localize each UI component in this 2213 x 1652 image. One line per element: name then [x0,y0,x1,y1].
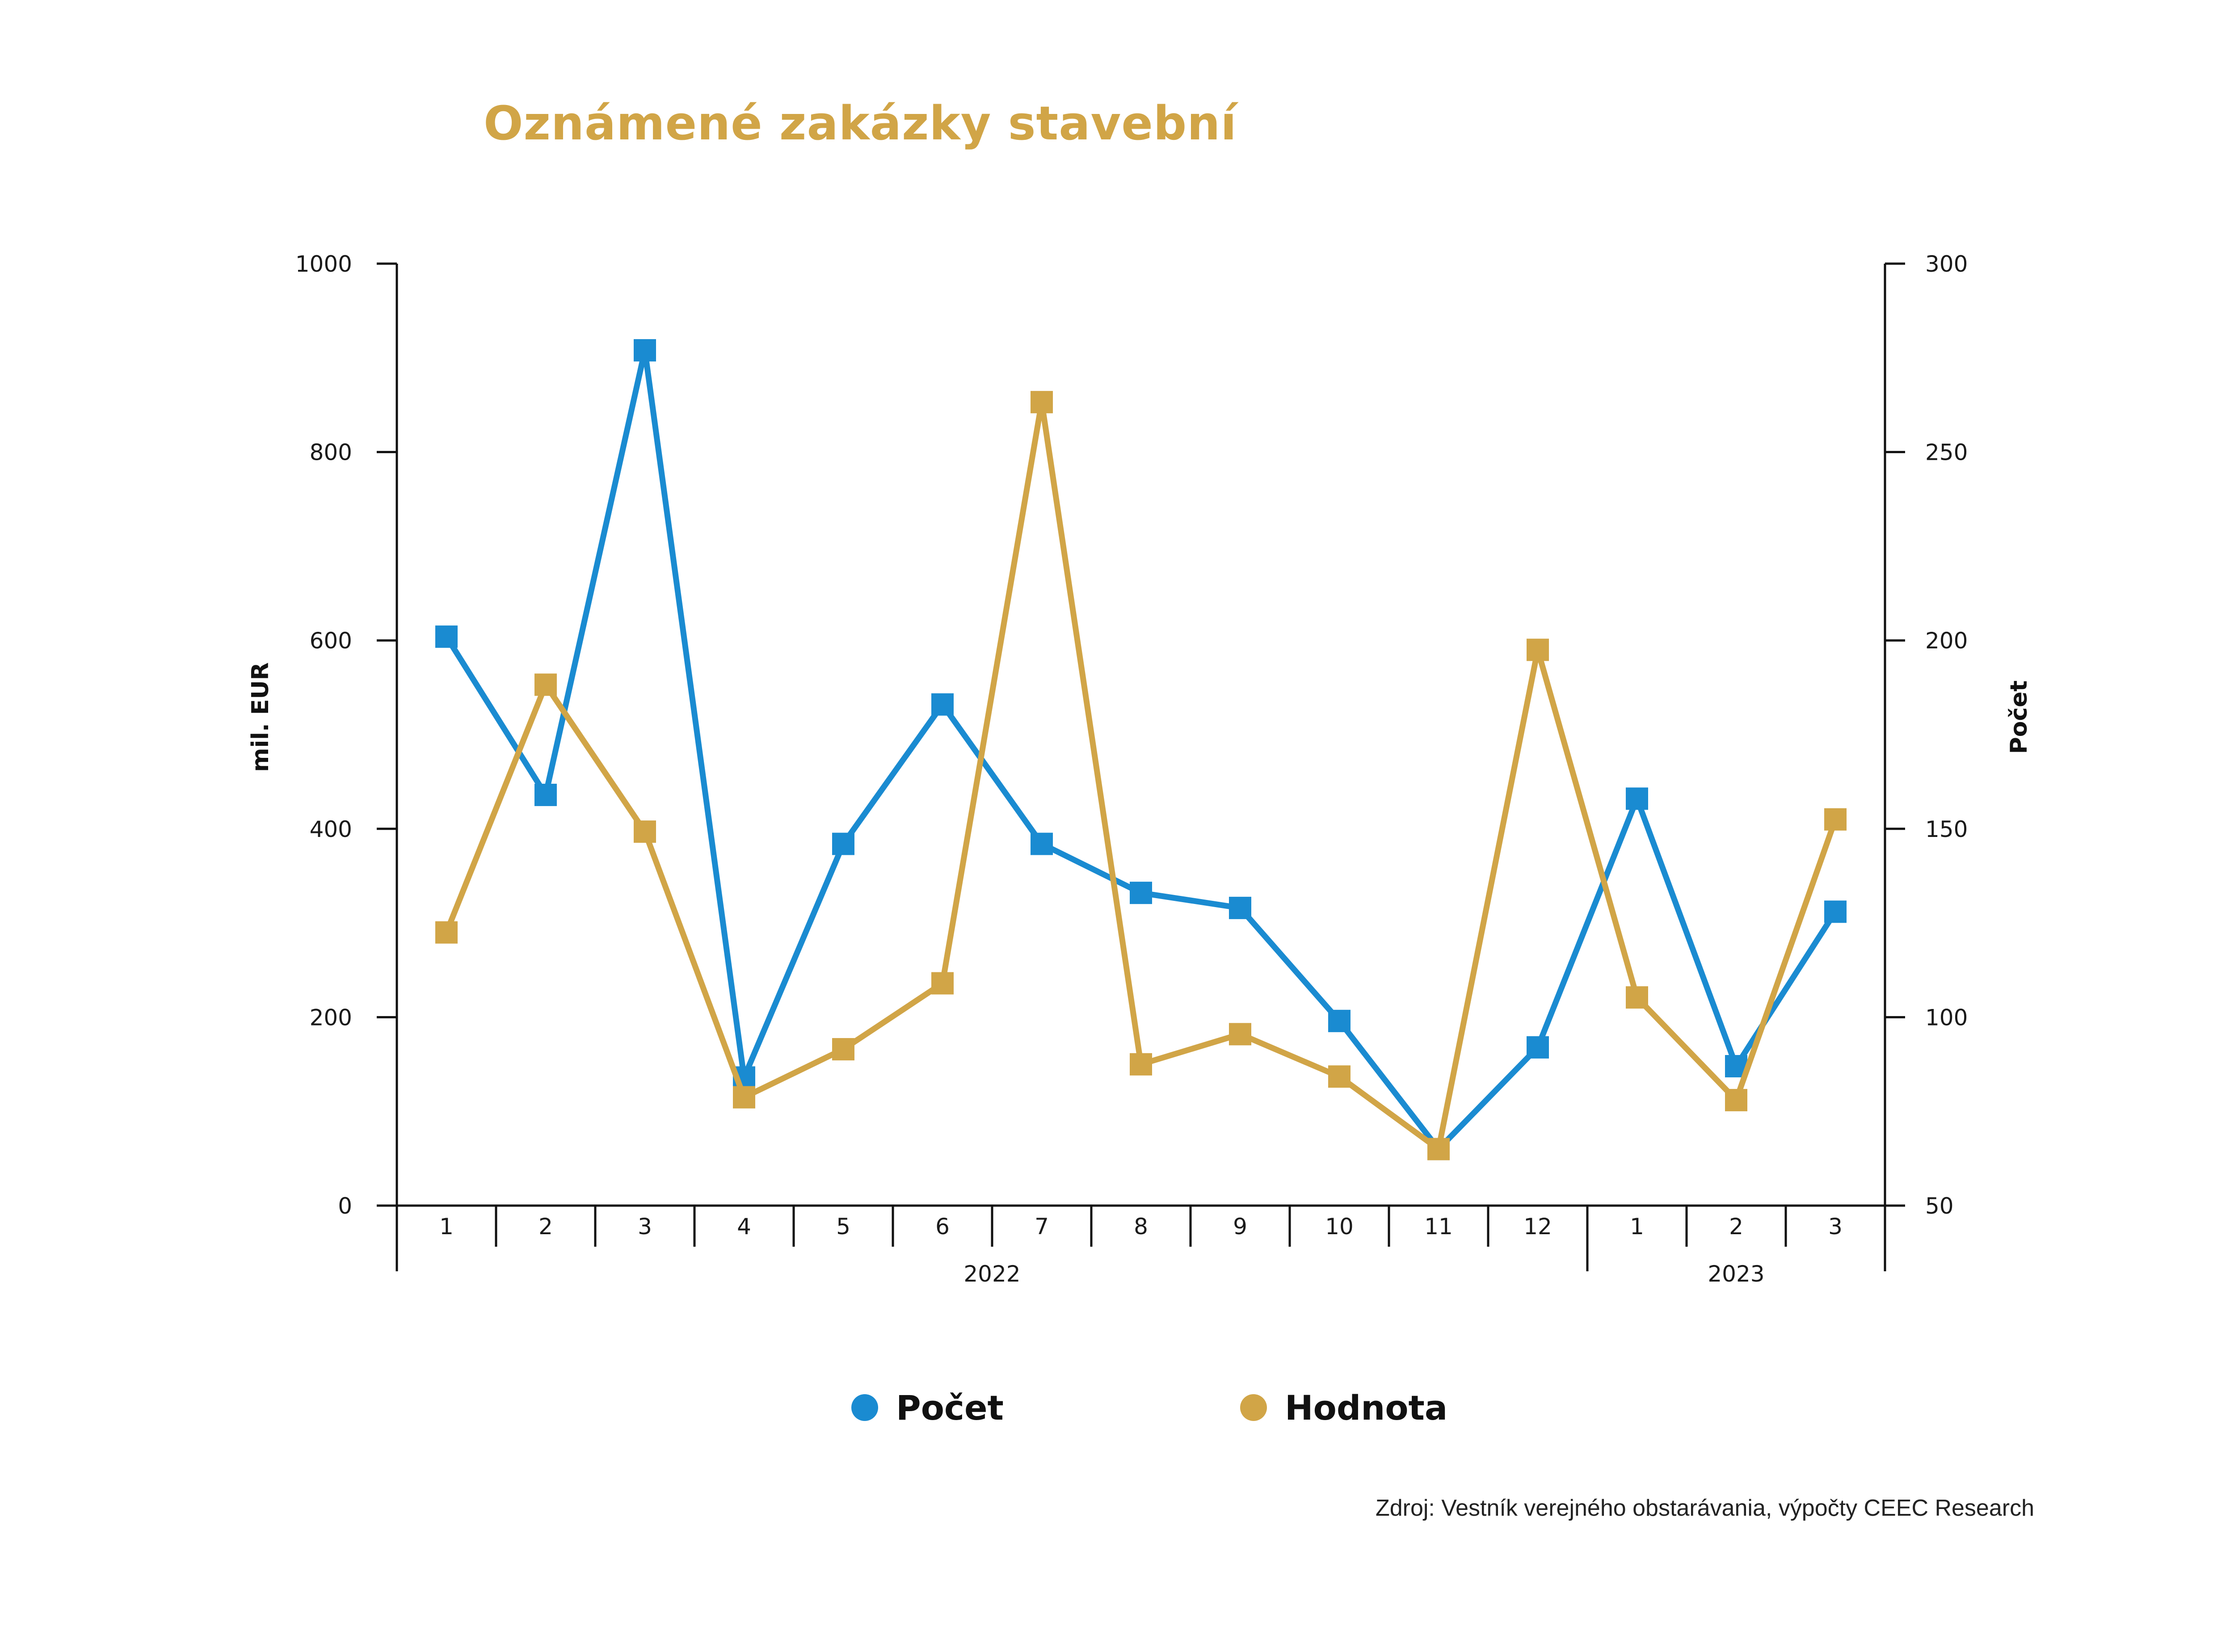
data-point [1229,896,1251,919]
y-left-tick-label: 400 [310,816,352,842]
y-right-tick-label: 300 [1925,251,1968,277]
data-point [1031,391,1053,413]
data-point [832,1038,854,1061]
data-point [1527,1036,1549,1059]
data-point [931,972,954,995]
data-point [534,783,557,806]
data-point [1725,1089,1747,1111]
data-point [1824,808,1847,831]
x-tick-label: 1 [439,1214,454,1240]
x-tick-label: 7 [1035,1214,1049,1240]
x-tick-label: 2 [1729,1214,1743,1240]
data-point [1626,787,1648,810]
x-tick-label: 8 [1134,1214,1148,1240]
y-right-tick-label: 100 [1925,1005,1968,1030]
x-year-label: 2023 [1708,1261,1764,1287]
legend-item-pocet: Počet [851,1381,1004,1434]
legend-label-hodnota: Hodnota [1285,1387,1448,1428]
x-tick-label: 12 [1523,1214,1552,1240]
legend: Počet Hodnota [0,1381,1721,1434]
y-left-tick-label: 0 [338,1193,352,1219]
x-tick-label: 3 [638,1214,652,1240]
x-tick-label: 10 [1325,1214,1354,1240]
series-pocet [435,339,1847,1160]
data-point [634,820,656,843]
x-tick-label: 2 [539,1214,553,1240]
data-point [435,625,458,648]
x-tick-label: 9 [1233,1214,1247,1240]
series-line [444,347,1838,1152]
x-tick-label: 6 [935,1214,950,1240]
data-point [1824,900,1847,923]
legend-label-pocet: Počet [896,1387,1004,1428]
y-right-tick-label: 250 [1925,440,1968,466]
x-year-label: 2022 [963,1261,1020,1287]
chart-title: Oznámené zakázky stavební [484,96,1237,151]
data-point [832,832,854,855]
data-point [733,1086,755,1109]
data-point [931,693,954,716]
x-tick-label: 11 [1424,1214,1453,1240]
x-tick-label: 4 [737,1214,751,1240]
data-point [1328,1009,1351,1032]
y-left-tick-label: 200 [310,1005,352,1030]
y-right-tick-label: 50 [1925,1193,1954,1219]
data-point [1527,639,1549,661]
series-line [443,399,1839,1152]
data-point [1130,882,1152,904]
data-point [1626,986,1648,1009]
legend-marker-pocet [851,1394,878,1421]
source-note: Zdroj: Vestník verejného obstarávania, v… [1375,1495,2034,1521]
x-tick-label: 5 [836,1214,850,1240]
data-point [1229,1023,1251,1046]
y-left-tick-label: 1000 [295,251,352,277]
data-point [1031,832,1053,855]
data-point [1130,1053,1152,1076]
y-right-tick-label: 150 [1925,816,1968,842]
y-left-tick-label: 800 [310,440,352,466]
series-layer [435,339,1847,1160]
y-left-tick-label: 600 [310,628,352,654]
legend-item-hodnota: Hodnota [1240,1381,1447,1434]
data-point [634,339,656,362]
x-tick-label: 1 [1630,1214,1644,1240]
y-right-tick-label: 200 [1925,628,1968,654]
data-point [1328,1065,1351,1088]
data-point [1427,1138,1450,1160]
legend-marker-hodnota [1240,1394,1267,1421]
data-point [534,673,557,696]
x-tick-label: 3 [1828,1214,1843,1240]
y-axis-right-title: Počet [2006,681,2032,754]
series-hodnota [435,391,1847,1160]
y-axis-left-title: mil. EUR [247,662,274,772]
data-point [435,921,458,944]
